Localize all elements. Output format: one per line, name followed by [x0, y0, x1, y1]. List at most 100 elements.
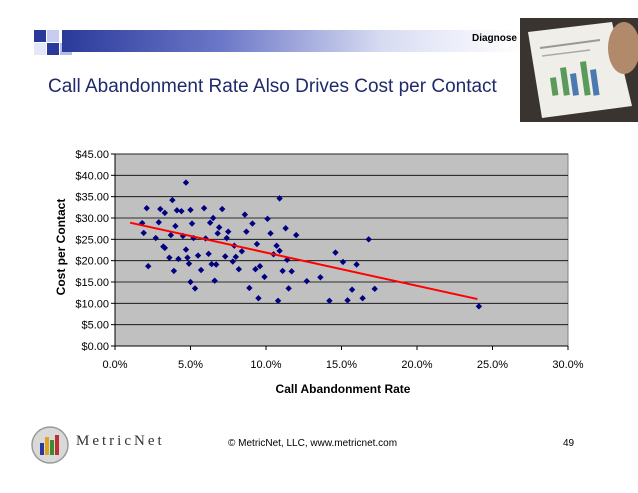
data-point — [206, 219, 214, 226]
data-point — [173, 207, 181, 214]
data-point — [255, 295, 262, 302]
data-point — [274, 297, 282, 304]
data-point — [253, 240, 261, 248]
data-point — [282, 225, 289, 232]
data-point — [475, 303, 483, 310]
data-point — [170, 267, 178, 275]
x-tick-label: 20.0% — [401, 359, 432, 371]
data-point — [208, 260, 215, 268]
data-point — [194, 252, 202, 259]
data-point — [288, 268, 295, 275]
section-label: Diagnose — [471, 33, 517, 44]
data-point — [209, 214, 217, 222]
data-point — [169, 196, 176, 204]
data-point — [225, 228, 232, 235]
data-point — [344, 297, 351, 304]
data-point — [371, 285, 378, 293]
data-point — [264, 215, 271, 223]
data-point — [161, 244, 169, 252]
data-point — [252, 266, 259, 273]
data-point — [243, 228, 250, 235]
data-point — [152, 234, 159, 242]
data-point — [212, 261, 220, 268]
data-point — [348, 286, 356, 293]
data-point — [175, 255, 182, 263]
y-tick-label: $10.00 — [75, 298, 109, 310]
x-axis-title: Call Abandonment Rate — [276, 382, 411, 396]
data-point — [205, 250, 212, 258]
x-tick-label: 30.0% — [552, 359, 583, 371]
data-point — [178, 207, 185, 215]
data-point — [261, 273, 268, 281]
data-point — [279, 267, 286, 275]
logo-wordmark: MetricNet — [76, 433, 165, 449]
data-point — [229, 258, 236, 265]
plot-area — [114, 153, 569, 347]
data-point — [293, 231, 300, 239]
data-point — [166, 254, 173, 261]
header-photo — [520, 18, 638, 122]
data-point — [246, 284, 253, 292]
data-point — [161, 209, 169, 217]
header-square-2 — [47, 30, 59, 42]
y-tick-label: $40.00 — [75, 170, 109, 182]
data-point — [219, 205, 226, 213]
header-square-1 — [34, 30, 46, 42]
data-point — [200, 204, 208, 212]
data-point — [188, 220, 196, 227]
y-tick-label: $35.00 — [75, 192, 109, 204]
slide-title: Call Abandonment Rate Also Drives Cost p… — [48, 76, 497, 97]
data-point — [249, 220, 256, 227]
data-point — [276, 195, 283, 202]
data-point — [232, 253, 239, 261]
data-point — [303, 277, 310, 285]
data-point — [285, 285, 292, 292]
data-point — [214, 230, 221, 237]
data-point — [222, 253, 229, 260]
y-tick-label: $25.00 — [75, 234, 109, 246]
y-tick-label: $30.00 — [75, 213, 109, 225]
header-square-3 — [47, 43, 59, 55]
data-point — [267, 230, 274, 237]
data-point — [167, 231, 175, 239]
data-point — [172, 222, 179, 230]
header-gradient-bar — [62, 30, 520, 52]
y-tick-label: $15.00 — [75, 277, 109, 289]
metricnet-logo — [30, 425, 70, 465]
data-point — [235, 266, 243, 273]
page-number: 49 — [563, 438, 575, 449]
data-point — [332, 249, 339, 256]
footer-copyright: © MetricNet, LLC, www.metricnet.com — [228, 438, 398, 449]
y-tick-label: $45.00 — [75, 149, 109, 161]
data-point — [145, 263, 152, 270]
x-tick-label: 25.0% — [477, 359, 508, 371]
data-point — [157, 205, 164, 213]
x-tick-label: 10.0% — [250, 359, 281, 371]
data-point — [184, 254, 191, 261]
x-tick-label: 5.0% — [178, 359, 203, 371]
data-point — [339, 258, 347, 266]
data-point — [182, 179, 190, 186]
x-tick-label: 0.0% — [102, 359, 127, 371]
data-point — [215, 224, 223, 231]
data-point — [143, 204, 150, 212]
data-point — [211, 277, 218, 284]
data-point — [326, 297, 333, 304]
data-point — [276, 247, 283, 255]
data-point — [191, 285, 199, 292]
trend-line — [129, 221, 478, 301]
x-tick-label: 15.0% — [326, 359, 357, 371]
data-point — [365, 236, 372, 243]
data-point — [359, 295, 366, 302]
data-point — [353, 261, 360, 268]
y-tick-label: $5.00 — [81, 320, 109, 332]
data-point — [182, 246, 190, 253]
data-point — [185, 260, 193, 267]
y-tick-label: $0.00 — [81, 341, 109, 353]
data-point — [256, 263, 264, 270]
data-point — [187, 206, 194, 214]
data-point — [197, 266, 205, 274]
data-point — [140, 229, 147, 237]
data-point — [241, 211, 249, 218]
